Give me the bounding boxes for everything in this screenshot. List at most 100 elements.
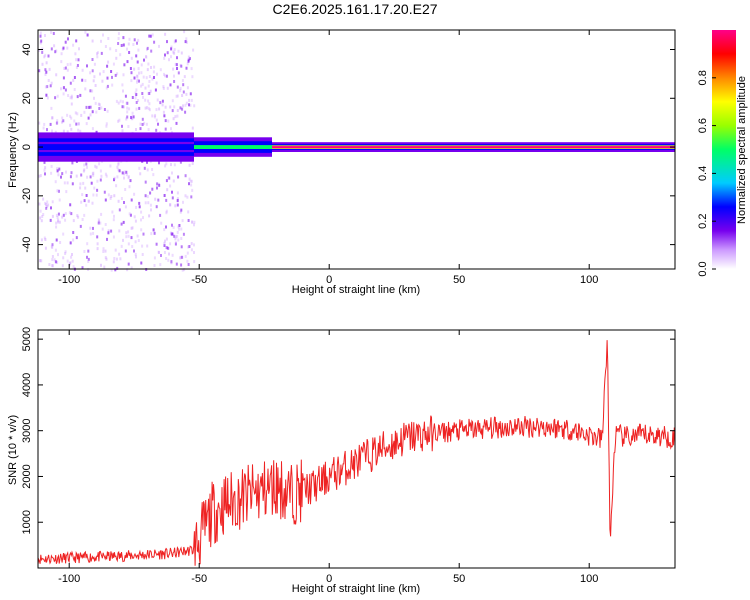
- noise-cell: [151, 187, 154, 191]
- x-tick-label: 100: [580, 573, 598, 585]
- noise-cell: [133, 215, 136, 219]
- noise-cell: [122, 220, 125, 224]
- noise-cell: [135, 205, 138, 209]
- noise-cell: [173, 80, 176, 83]
- noise-cell: [171, 99, 174, 103]
- x-tick-label: 50: [453, 274, 465, 286]
- noise-cell: [122, 89, 124, 93]
- noise-cell: [61, 120, 63, 124]
- noise-cell: [70, 255, 73, 259]
- noise-cell: [149, 34, 152, 38]
- noise-cell: [140, 63, 143, 67]
- noise-cell: [165, 179, 168, 183]
- noise-cell: [102, 70, 105, 74]
- noise-cell: [100, 106, 103, 110]
- noise-cell: [119, 257, 122, 261]
- noise-cell: [92, 79, 95, 83]
- noise-cell: [69, 203, 72, 207]
- noise-cell: [106, 76, 109, 80]
- noise-cell: [183, 75, 186, 79]
- noise-cell: [60, 87, 62, 91]
- noise-cell: [66, 259, 69, 263]
- noise-cell: [40, 238, 43, 242]
- noise-cell: [122, 238, 124, 242]
- noise-cell: [64, 40, 67, 44]
- noise-cell: [39, 31, 42, 35]
- noise-cell: [163, 114, 166, 118]
- noise-cell: [86, 175, 89, 179]
- noise-cell: [170, 127, 172, 131]
- noise-cell: [130, 116, 132, 119]
- noise-cell: [187, 59, 190, 63]
- noise-cell: [85, 105, 88, 109]
- noise-cell: [49, 218, 52, 222]
- noise-cell: [176, 191, 179, 195]
- noise-cell: [41, 47, 44, 51]
- noise-cell: [133, 38, 136, 42]
- noise-cell: [162, 85, 165, 89]
- noise-cell: [179, 210, 182, 214]
- noise-cell: [38, 174, 41, 178]
- noise-cell: [109, 47, 112, 51]
- noise-cell: [169, 231, 172, 235]
- noise-cell: [188, 163, 191, 167]
- noise-cell: [138, 79, 140, 83]
- noise-cell: [130, 236, 133, 240]
- noise-cell: [176, 203, 179, 207]
- noise-cell: [70, 96, 73, 100]
- noise-cell: [148, 75, 151, 78]
- noise-cell: [151, 33, 154, 37]
- noise-cell: [125, 235, 128, 239]
- noise-cell: [177, 175, 180, 179]
- noise-cell: [81, 193, 84, 197]
- noise-cell: [46, 128, 48, 132]
- noise-cell: [48, 67, 51, 71]
- noise-cell: [128, 51, 131, 54]
- noise-cell: [117, 32, 120, 36]
- noise-cell: [129, 67, 132, 70]
- noise-cell: [85, 122, 88, 126]
- noise-cell: [193, 260, 196, 264]
- noise-cell: [98, 107, 101, 110]
- noise-cell: [97, 218, 100, 222]
- noise-cell: [169, 242, 172, 246]
- noise-cell: [72, 265, 75, 269]
- noise-cell: [43, 160, 46, 164]
- noise-cell: [137, 99, 140, 102]
- noise-cell: [45, 202, 47, 206]
- noise-cell: [134, 219, 137, 223]
- noise-cell: [115, 99, 118, 103]
- noise-cell: [139, 122, 142, 126]
- noise-cell: [50, 30, 53, 34]
- noise-cell: [179, 256, 182, 260]
- noise-cell: [131, 226, 134, 230]
- ridge-band: [194, 145, 272, 149]
- noise-cell: [164, 53, 166, 57]
- noise-cell: [182, 232, 185, 236]
- noise-cell: [165, 237, 168, 241]
- noise-cell: [42, 213, 45, 216]
- noise-cell: [65, 170, 67, 174]
- noise-cell: [89, 71, 92, 75]
- noise-cell: [174, 241, 177, 245]
- noise-cell: [167, 246, 170, 250]
- noise-cell: [181, 255, 184, 259]
- noise-cell: [99, 178, 102, 182]
- noise-cell: [81, 218, 84, 221]
- noise-cell: [64, 250, 67, 254]
- noise-cell: [155, 242, 158, 246]
- snr-background: [38, 330, 675, 568]
- noise-cell: [150, 208, 152, 212]
- colorbar-ticks: 0.0 0.2 0.4 0.6 0.8: [697, 70, 716, 277]
- noise-cell: [89, 113, 92, 117]
- noise-cell: [189, 103, 192, 107]
- noise-cell: [127, 242, 130, 246]
- noise-cell: [46, 200, 49, 204]
- noise-cell: [180, 208, 183, 212]
- noise-cell: [135, 93, 138, 96]
- noise-cell: [75, 39, 78, 43]
- noise-cell: [182, 200, 184, 204]
- x-tick-label: 0: [326, 573, 332, 585]
- noise-cell: [144, 86, 147, 90]
- noise-cell: [97, 221, 100, 225]
